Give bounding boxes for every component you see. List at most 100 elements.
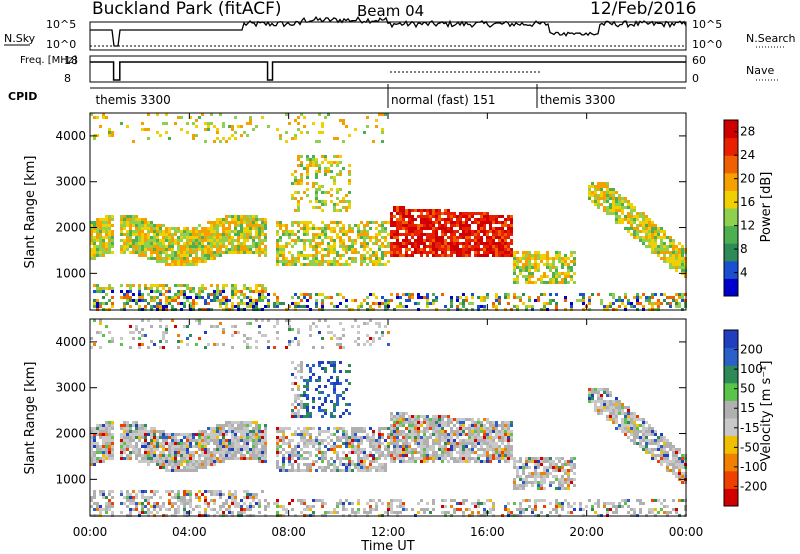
heatmap-cell [396, 499, 399, 502]
heatmap-cell [369, 505, 372, 508]
heatmap-cell [246, 445, 249, 448]
heatmap-cell [201, 236, 204, 239]
heatmap-cell [231, 424, 234, 427]
heatmap-cell [246, 134, 249, 137]
heatmap-cell [444, 245, 447, 248]
heatmap-cell [291, 451, 294, 454]
heatmap-cell [201, 463, 204, 466]
heatmap-cell [297, 364, 300, 367]
heatmap-cell [306, 170, 309, 173]
heatmap-cell [318, 113, 321, 116]
heatmap-cell [249, 224, 252, 227]
heatmap-cell [390, 442, 393, 445]
heatmap-cell [303, 167, 306, 170]
heatmap-cell [672, 260, 675, 263]
heatmap-cell [396, 248, 399, 251]
heatmap-cell [399, 233, 402, 236]
heatmap-cell [162, 239, 165, 242]
heatmap-cell [234, 502, 237, 505]
heatmap-cell [300, 394, 303, 397]
heatmap-cell [306, 403, 309, 406]
heatmap-cell [120, 442, 123, 445]
heatmap-cell [192, 287, 195, 290]
heatmap-cell [345, 409, 348, 412]
nsky-trace [90, 16, 687, 47]
heatmap-cell [582, 302, 585, 305]
heatmap-cell [99, 305, 102, 308]
heatmap-cell [528, 269, 531, 272]
heatmap-cell [249, 218, 252, 221]
heatmap-cell [213, 433, 216, 436]
heatmap-cell [378, 337, 381, 340]
heatmap-cell [327, 227, 330, 230]
heatmap-cell [132, 284, 135, 287]
heatmap-cell [447, 248, 450, 251]
heatmap-cell [135, 230, 138, 233]
heatmap-cell [411, 448, 414, 451]
heatmap-cell [312, 185, 315, 188]
heatmap-cell [405, 299, 408, 302]
heatmap-cell [261, 454, 264, 457]
heatmap-cell [432, 457, 435, 460]
heatmap-cell [171, 260, 174, 263]
heatmap-cell [369, 305, 372, 308]
heatmap-cell [318, 364, 321, 367]
heatmap-cell [390, 224, 393, 227]
heatmap-cell [564, 275, 567, 278]
heatmap-cell [357, 448, 360, 451]
heatmap-cell [348, 224, 351, 227]
heatmap-cell [96, 116, 99, 119]
heatmap-cell [198, 430, 201, 433]
heatmap-cell [594, 191, 597, 194]
heatmap-cell [528, 272, 531, 275]
heatmap-cell [294, 257, 297, 260]
heatmap-cell [411, 221, 414, 224]
heatmap-cell [177, 346, 180, 349]
heatmap-cell [171, 448, 174, 451]
heatmap-cell [204, 331, 207, 334]
heatmap-cell [300, 430, 303, 433]
heatmap-cell [657, 299, 660, 302]
heatmap-cell [192, 445, 195, 448]
heatmap-cell [294, 433, 297, 436]
heatmap-cell [315, 448, 318, 451]
heatmap-cell [654, 233, 657, 236]
heatmap-cell [150, 230, 153, 233]
heatmap-cell [174, 469, 177, 472]
heatmap-cell [681, 245, 684, 248]
heatmap-cell [195, 296, 198, 299]
heatmap-cell [354, 436, 357, 439]
heatmap-cell [678, 257, 681, 260]
heatmap-cell [108, 227, 111, 230]
heatmap-cell [159, 293, 162, 296]
heatmap-cell [150, 439, 153, 442]
heatmap-cell [297, 200, 300, 203]
heatmap-cell [123, 227, 126, 230]
heatmap-cell [294, 134, 297, 137]
heatmap-cell [375, 227, 378, 230]
heatmap-cell [318, 188, 321, 191]
heatmap-cell [177, 248, 180, 251]
heatmap-cell [222, 302, 225, 305]
heatmap-cell [438, 221, 441, 224]
heatmap-cell [177, 493, 180, 496]
heatmap-cell [216, 325, 219, 328]
heatmap-cell [309, 293, 312, 296]
heatmap-cell [345, 263, 348, 266]
heatmap-cell [417, 442, 420, 445]
heatmap-cell [390, 242, 393, 245]
heatmap-cell [480, 218, 483, 221]
heatmap-cell [144, 433, 147, 436]
heatmap-cell [408, 254, 411, 257]
heatmap-cell [513, 293, 516, 296]
heatmap-cell [330, 376, 333, 379]
heatmap-cell [489, 218, 492, 221]
heatmap-cell [216, 233, 219, 236]
heatmap-cell [603, 197, 606, 200]
heatmap-cell [192, 463, 195, 466]
heatmap-cell [153, 290, 156, 293]
heatmap-cell [396, 224, 399, 227]
heatmap-cell [303, 245, 306, 248]
heatmap-cell [120, 451, 123, 454]
heatmap-cell [180, 445, 183, 448]
